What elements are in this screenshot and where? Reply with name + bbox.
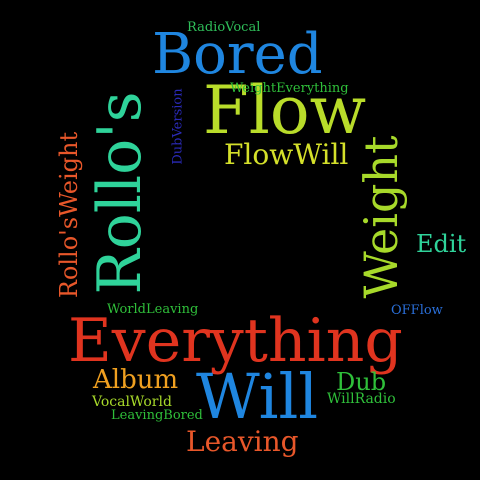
word-leaving: Leaving [186,425,299,458]
word-dub-version: DubVersion [170,88,186,165]
word-album: Album [93,365,179,395]
word-edit: Edit [416,230,467,258]
word-rollos: Rollo's [85,91,155,295]
word-rollos-weight: Rollo'sWeight [55,131,83,299]
word-leaving-bored: LeavingBored [111,408,203,423]
word-will: Will [196,360,319,433]
word-bored: Bored [152,22,323,87]
word-weight-everything: WeightEverything [230,81,349,96]
word-will-radio: WillRadio [327,391,396,407]
word-everything: Everything [68,306,403,376]
word-radio-vocal: RadioVocal [187,20,261,35]
word-vocal-world: VocalWorld [92,394,172,410]
word-dub: Dub [336,368,387,396]
word-world-leaving: WorldLeaving [107,302,199,317]
word-flow: Flow [203,72,367,149]
word-weight: Weight [354,135,408,299]
word-off-flow: OFFlow [391,303,443,318]
word-flow-will: FlowWill [224,138,349,171]
